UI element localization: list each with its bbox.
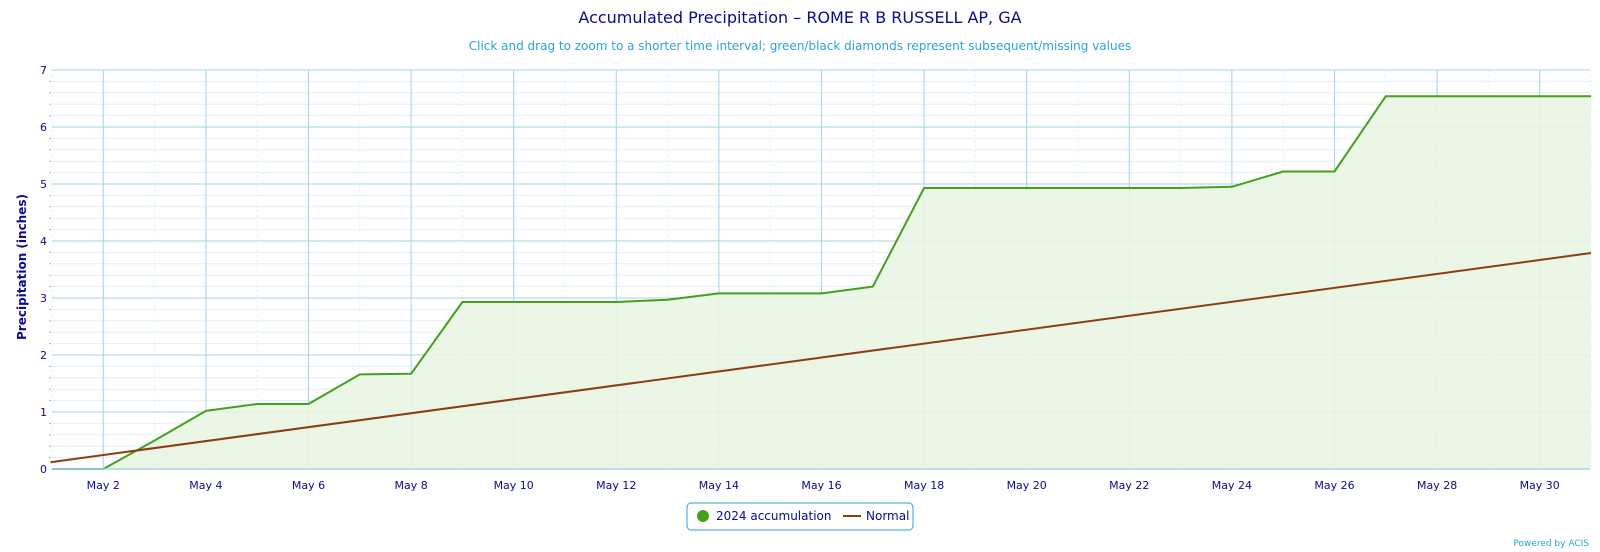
x-tick-label: May 2 (87, 479, 120, 492)
legend-accumulation-label: 2024 accumulation (716, 509, 831, 523)
chart-title: Accumulated Precipitation – ROME R B RUS… (578, 8, 1021, 27)
x-tick-label: May 18 (904, 479, 944, 492)
legend[interactable]: 2024 accumulation Normal (686, 502, 914, 531)
x-tick-label: May 12 (596, 479, 636, 492)
x-tick-label: May 16 (801, 479, 841, 492)
y-tick-label: 2 (40, 349, 47, 362)
x-tick-label: May 30 (1520, 479, 1560, 492)
y-tick-label: 3 (40, 292, 47, 305)
x-tick-label: May 20 (1007, 479, 1047, 492)
chart-subtitle: Click and drag to zoom to a shorter time… (469, 39, 1131, 53)
x-tick-label: May 24 (1212, 479, 1252, 492)
accumulation-area-fill (52, 96, 1591, 469)
legend-box (686, 502, 914, 531)
x-tick-label: May 4 (189, 479, 222, 492)
y-axis: 0 1 2 3 4 5 6 7 (40, 64, 51, 476)
y-tick-label: 7 (40, 64, 47, 77)
y-axis-label: Precipitation (inches) (15, 194, 29, 340)
accumulation-area (52, 96, 1591, 469)
x-tick-label: May 28 (1417, 479, 1457, 492)
y-tick-label: 6 (40, 121, 47, 134)
x-tick-label: May 22 (1109, 479, 1149, 492)
legend-normal-label: Normal (866, 509, 909, 523)
series-line-normal (50, 252, 1592, 464)
series (50, 95, 1592, 470)
x-tick-label: May 10 (494, 479, 534, 492)
x-tick-label: May 6 (292, 479, 325, 492)
legend-accumulation-marker (697, 510, 709, 522)
legend-item-accumulation[interactable]: 2024 accumulation (697, 509, 831, 523)
x-tick-label: May 26 (1314, 479, 1354, 492)
y-tick-label: 5 (40, 178, 47, 191)
y-tick-label: 4 (40, 235, 47, 248)
y-tick-label: 1 (40, 406, 47, 419)
x-tick-label: May 8 (394, 479, 427, 492)
powered-by-credit[interactable]: Powered by ACIS (1513, 539, 1589, 549)
legend-item-normal[interactable]: Normal (843, 509, 909, 523)
series-line-2024-accumulation (52, 95, 1591, 470)
x-axis: May 2 May 4 May 6 May 8 May 10 May 12 May 14 Ma… (52, 468, 1590, 492)
x-tick-label: May 14 (699, 479, 739, 492)
y-tick-label: 0 (40, 463, 47, 476)
